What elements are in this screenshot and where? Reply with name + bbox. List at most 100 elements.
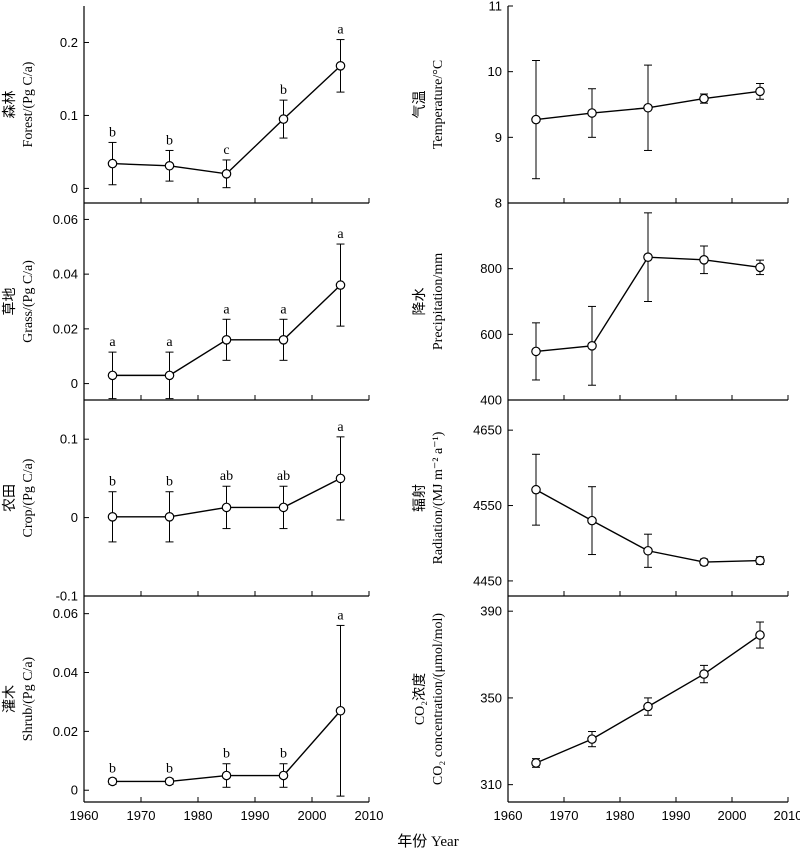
data-point: [221, 335, 232, 345]
y-tick-label: -0.1: [56, 589, 78, 604]
x-tick-label: 2010: [355, 808, 384, 823]
significance-label: b: [280, 747, 287, 762]
data-point: [278, 770, 289, 781]
data-point: [278, 335, 289, 345]
data-point: [221, 502, 232, 513]
data-point: [531, 484, 541, 495]
data-point: [699, 669, 709, 679]
panel-forest: 0 0.1 0.2 森林 Forest/(Pg C/a) b b c b a: [2, 6, 370, 204]
significance-label: b: [109, 125, 116, 140]
significance-label: a: [337, 608, 344, 623]
x-tick-label: 1990: [241, 808, 270, 823]
data-point: [699, 93, 709, 104]
data-point: [587, 515, 597, 526]
y-axis-label-cn: CO₂浓度: [412, 673, 428, 725]
significance-label: a: [337, 23, 344, 38]
significance-label: b: [166, 475, 173, 490]
data-point: [107, 158, 118, 169]
y-axis-label-cn: 草地: [2, 288, 18, 316]
data-point: [335, 473, 346, 484]
y-tick-label: 10: [488, 64, 502, 79]
y-tick-label: 0: [71, 376, 78, 391]
y-axis-label-cn: 降水: [412, 288, 428, 316]
x-tick-label: 1960: [70, 808, 99, 823]
x-tick-label: 2000: [718, 808, 747, 823]
significance-label: b: [109, 761, 116, 776]
significance-label: ab: [277, 469, 290, 484]
x-tick-label: 1980: [184, 808, 213, 823]
panel-grass: 0 0.02 0.04 0.06 草地 Grass/(Pg C/a) a a a a a: [2, 203, 370, 401]
significance-label: a: [109, 335, 116, 350]
y-tick-label: 800: [480, 261, 502, 276]
y-tick-label: 9: [495, 130, 502, 145]
data-point: [164, 160, 175, 171]
panel-co2: 1960 1970 1980 1990 2000 2010 310 350 390 CO₂浓度 CO…: [412, 596, 800, 823]
y-axis-label: Radiation/(MJ m⁻² a⁻¹): [431, 431, 446, 564]
data-point: [587, 108, 597, 118]
significance-label: a: [337, 227, 344, 242]
data-point: [164, 370, 175, 381]
y-tick-label: 0: [71, 181, 78, 196]
y-axis-label-cn: 灌木: [2, 685, 18, 713]
y-axis-label: Forest/(Pg C/a): [21, 61, 36, 147]
y-axis-label: Shrub/(Pg C/a): [21, 656, 36, 741]
data-point: [643, 252, 653, 262]
y-axis-label: Crop/(Pg C/a): [21, 458, 36, 537]
y-tick-label: 0.04: [53, 267, 78, 282]
x-tick-label: 2000: [298, 808, 327, 823]
data-point: [335, 705, 346, 716]
x-axis-label: 年份 Year: [397, 833, 458, 850]
y-tick-label: 400: [480, 393, 502, 408]
data-point: [755, 555, 765, 566]
y-tick-label: 0.06: [53, 606, 78, 621]
data-point: [755, 630, 765, 640]
y-tick-label: 0.1: [60, 432, 78, 447]
data-point: [755, 262, 765, 273]
y-tick-label: 0.2: [60, 35, 78, 50]
data-point: [755, 86, 765, 97]
y-tick-label: 0.1: [60, 108, 78, 123]
significance-label: a: [337, 420, 344, 435]
data-point: [107, 776, 118, 787]
data-point: [587, 341, 597, 351]
data-point: [335, 61, 346, 71]
y-tick-label: 0: [71, 783, 78, 798]
y-tick-label: 4650: [473, 423, 502, 438]
y-axis-label: Grass/(Pg C/a): [21, 260, 36, 343]
significance-label: a: [223, 302, 230, 317]
data-point: [643, 545, 653, 556]
data-point: [164, 512, 175, 522]
y-tick-label: 390: [480, 604, 502, 619]
y-tick-label: 4550: [473, 498, 502, 513]
y-tick-label: 4450: [473, 573, 502, 588]
y-tick-label: 350: [480, 690, 502, 705]
significance-label: ab: [220, 469, 233, 484]
y-tick-label: 0.02: [53, 321, 78, 336]
panel-crop: -0.1 0 0.1 农田 Crop/(Pg C/a) b b ab ab a: [2, 400, 370, 604]
y-axis-label: Temperature/°C: [431, 60, 446, 149]
x-tick-label: 2010: [774, 808, 800, 823]
data-point: [699, 557, 709, 567]
panel-temperature: 8 9 10 11 气温 Temperature/°C: [412, 0, 789, 211]
significance-label: c: [223, 143, 229, 158]
y-tick-label: 310: [480, 777, 502, 792]
data-point: [221, 770, 232, 781]
data-point: [164, 776, 175, 787]
y-tick-label: 0: [71, 510, 78, 525]
data-point: [699, 255, 709, 265]
significance-label: a: [166, 335, 173, 350]
y-axis-label: CO₂ concentration/(μmol/mol): [431, 613, 446, 786]
y-tick-label: 0.06: [53, 212, 78, 227]
data-point: [107, 512, 118, 522]
x-tick-label: 1960: [494, 808, 523, 823]
significance-label: b: [280, 83, 287, 98]
y-axis-label-cn: 气温: [412, 91, 428, 119]
significance-label: a: [280, 302, 287, 317]
y-axis-label-cn: 辐射: [412, 484, 428, 512]
x-tick-label: 1970: [127, 808, 156, 823]
x-tick-label: 1980: [606, 808, 635, 823]
significance-label: b: [223, 747, 230, 762]
y-tick-label: 11: [489, 0, 503, 14]
significance-label: b: [166, 133, 173, 148]
data-point: [531, 346, 541, 357]
